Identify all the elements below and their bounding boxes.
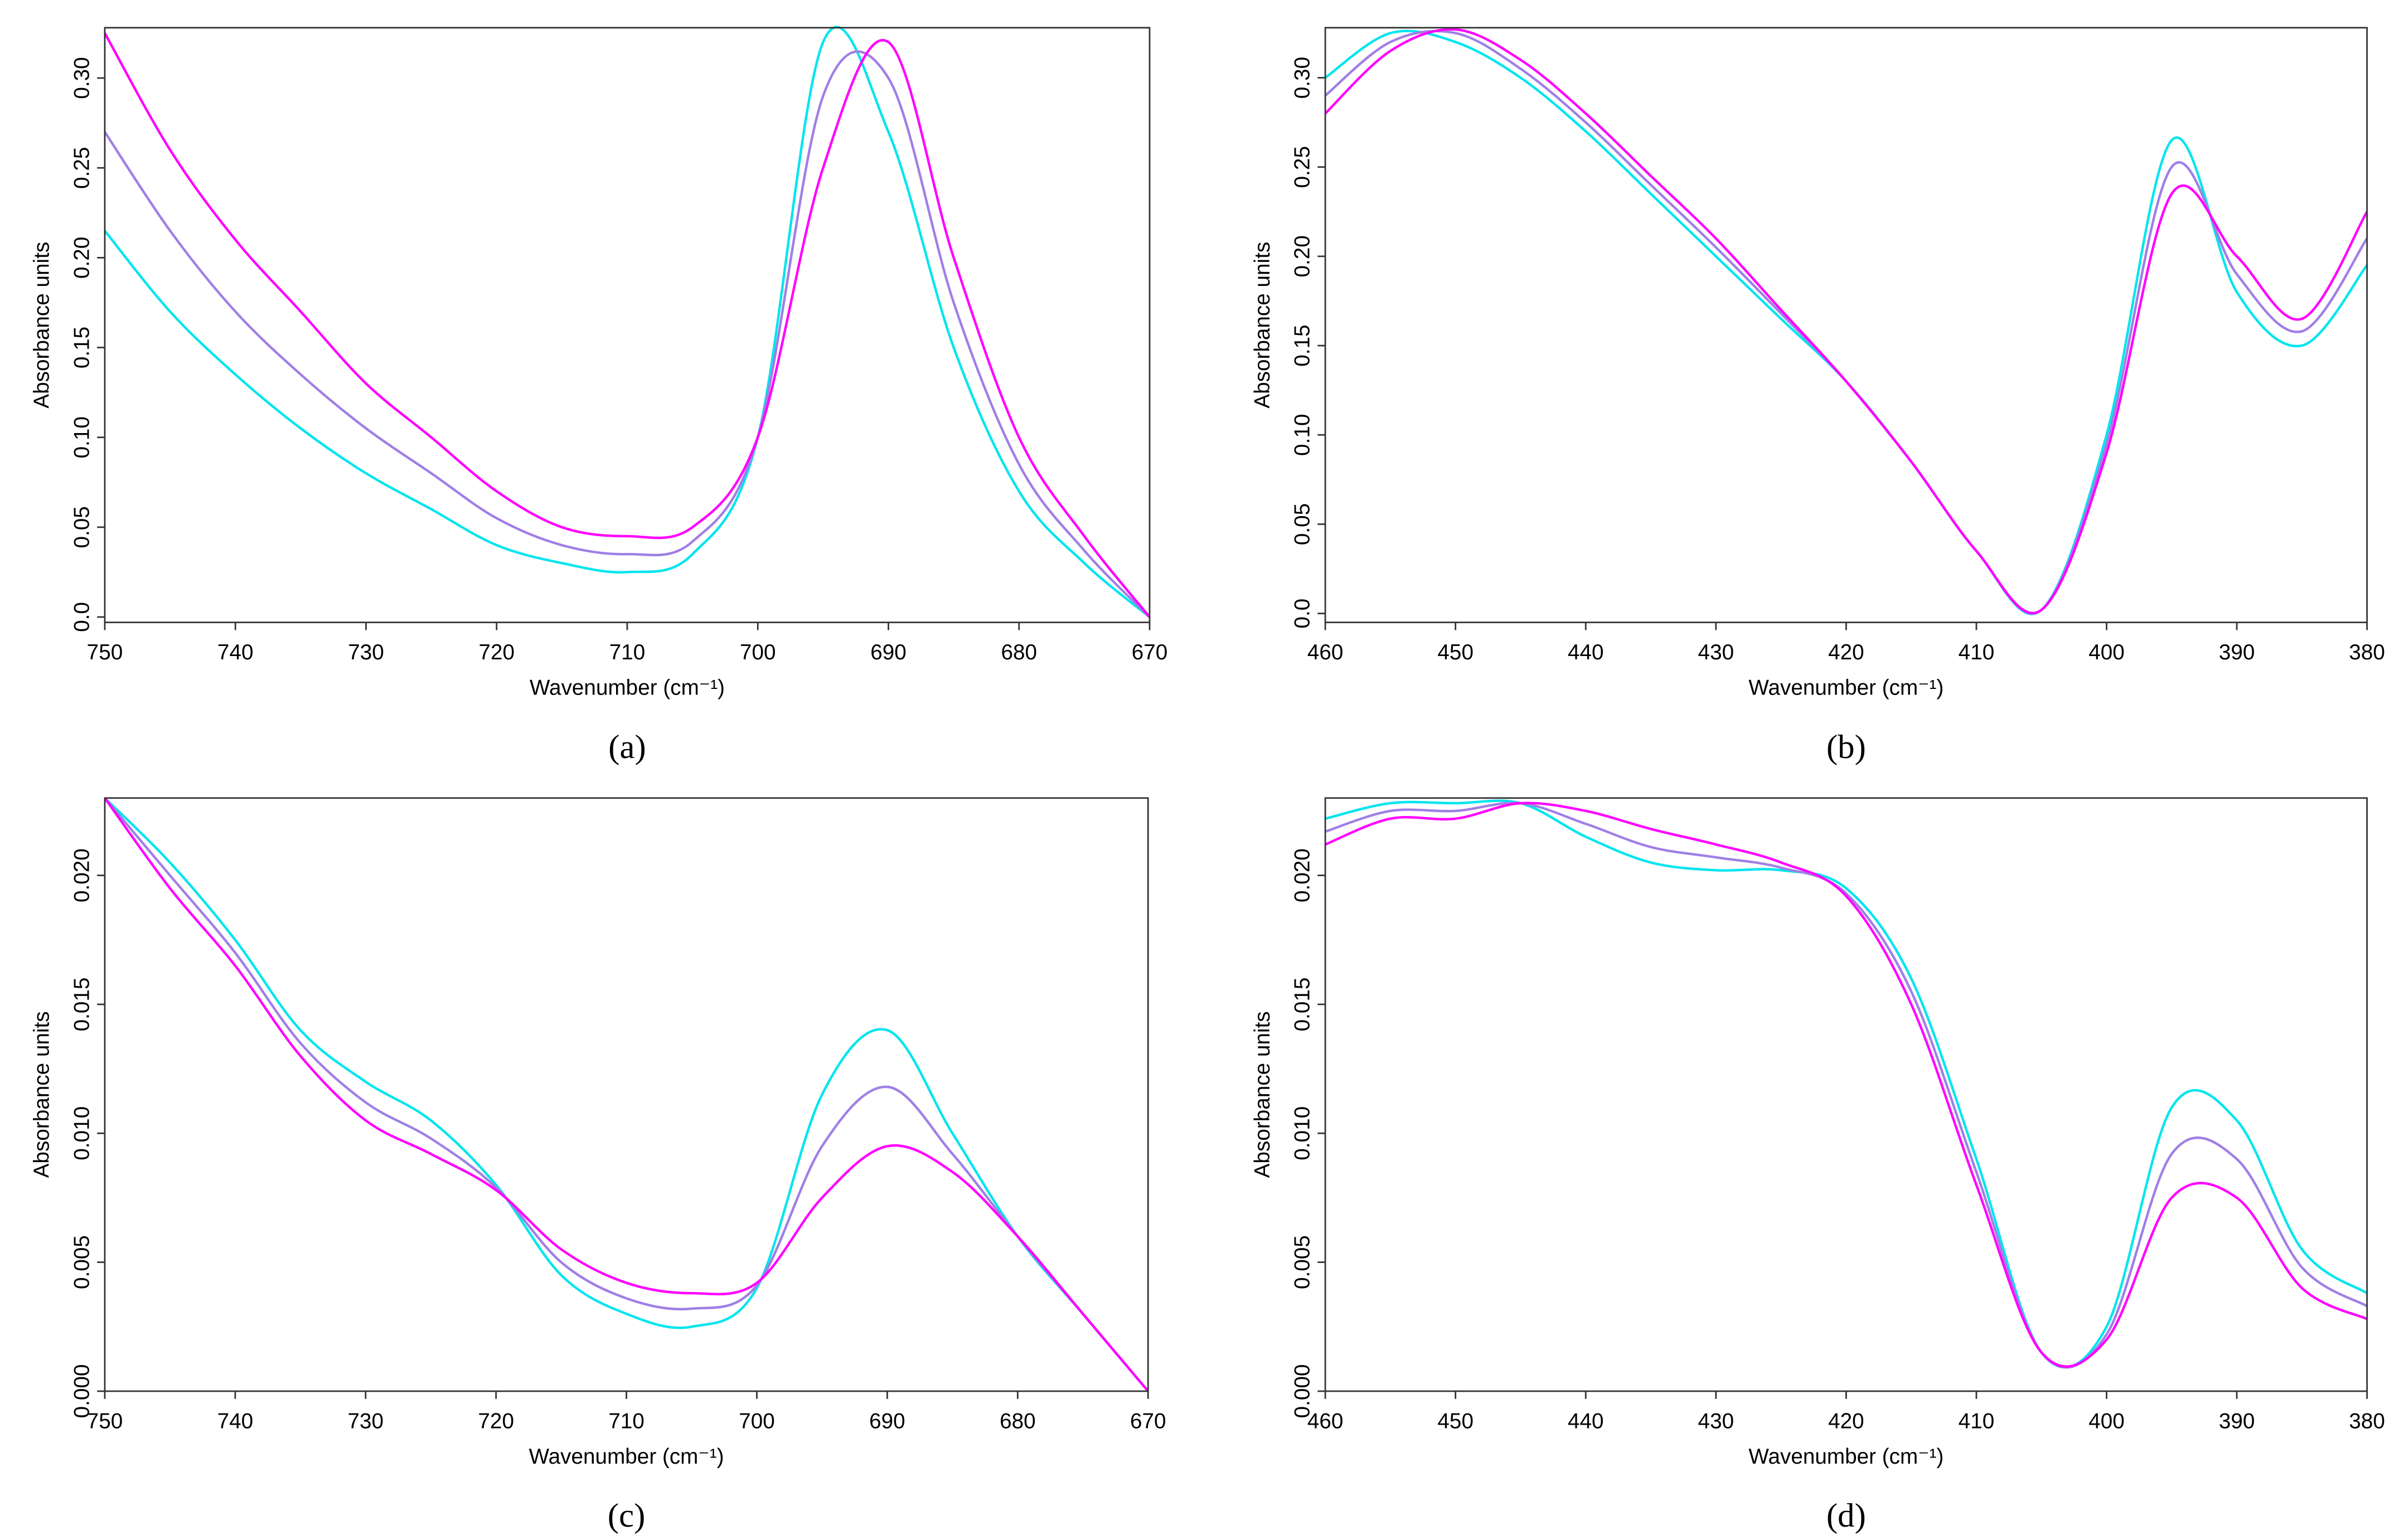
x-tick-label: 740 <box>217 640 254 664</box>
spectrum-line <box>1324 30 2368 615</box>
y-tick-label: 0.0 <box>1291 599 1315 629</box>
y-tick-label: 0.10 <box>70 416 94 458</box>
spectrum-line <box>1325 799 2368 1369</box>
spectrum-line <box>1324 30 2368 615</box>
x-axis-label: Wavenumber (cm⁻¹) <box>1748 1445 1943 1469</box>
x-axis-label: Wavenumber (cm⁻¹) <box>529 1445 724 1469</box>
x-tick-label: 400 <box>2088 640 2125 664</box>
y-tick-label: 0.05 <box>70 506 94 548</box>
x-tick-label: 440 <box>1568 640 1604 664</box>
x-tick-label: 690 <box>869 1409 905 1433</box>
x-tick-label: 680 <box>1000 1409 1036 1433</box>
y-tick-label: 0.015 <box>1291 978 1315 1032</box>
y-tick-label: 0.15 <box>70 327 94 368</box>
y-tick-label: 0.25 <box>1291 146 1315 188</box>
x-tick-label: 700 <box>739 1409 775 1433</box>
y-tick-label: 0.10 <box>1291 414 1315 456</box>
x-tick-label: 710 <box>608 1409 644 1433</box>
x-tick-label: 730 <box>348 640 384 664</box>
x-tick-label: 420 <box>1828 640 1864 664</box>
x-tick-label: 750 <box>87 1409 123 1433</box>
panel-label: (d) <box>1826 1497 1866 1534</box>
y-axis-label: Absorbance units <box>1251 1011 1274 1178</box>
panel-label: (c) <box>608 1497 645 1534</box>
y-tick-label: 0.020 <box>70 848 94 902</box>
spectrum-line <box>104 50 1151 618</box>
spectrum-line <box>104 797 1149 1392</box>
x-tick-label: 410 <box>1959 640 1995 664</box>
x-tick-label: 690 <box>870 640 907 664</box>
plot-frame <box>104 797 1149 1392</box>
spectrum-line <box>104 26 1151 618</box>
x-tick-label: 710 <box>609 640 646 664</box>
x-tick-label: 400 <box>2088 1409 2125 1433</box>
y-tick-label: 0.15 <box>1291 324 1315 366</box>
x-tick-label: 380 <box>2349 640 2385 664</box>
x-tick-label: 670 <box>1132 640 1168 664</box>
spectrum-line <box>104 32 1151 618</box>
x-tick-label: 460 <box>1307 640 1344 664</box>
y-tick-label: 0.30 <box>70 57 94 99</box>
y-tick-label: 0.0 <box>70 602 94 632</box>
panel-label: (a) <box>608 728 646 766</box>
plot-frame <box>1324 797 2368 1392</box>
y-tick-label: 0.005 <box>70 1235 94 1289</box>
plot-frame <box>1324 27 2368 624</box>
y-tick-label: 0.000 <box>70 1364 94 1418</box>
x-tick-label: 390 <box>2219 640 2255 664</box>
y-axis-label: Absorbance units <box>1251 242 1274 409</box>
x-tick-label: 450 <box>1437 640 1474 664</box>
y-tick-label: 0.005 <box>1291 1235 1315 1289</box>
y-tick-label: 0.30 <box>1291 57 1315 99</box>
y-tick-label: 0.20 <box>1291 235 1315 277</box>
y-tick-label: 0.015 <box>70 978 94 1032</box>
y-axis-label: Absorbance units <box>30 242 54 409</box>
x-axis-label: Wavenumber (cm⁻¹) <box>1748 676 1943 700</box>
y-tick-label: 0.010 <box>1291 1106 1315 1160</box>
x-tick-label: 460 <box>1307 1409 1344 1433</box>
spectrum-line <box>104 797 1149 1392</box>
plot-frame <box>104 27 1151 624</box>
x-tick-label: 720 <box>478 1409 514 1433</box>
x-tick-label: 730 <box>348 1409 384 1433</box>
x-tick-label: 440 <box>1568 1409 1604 1433</box>
x-tick-label: 410 <box>1959 1409 1995 1433</box>
panel-label: (b) <box>1826 728 1866 766</box>
y-tick-label: 0.25 <box>70 147 94 189</box>
x-tick-label: 430 <box>1698 1409 1734 1433</box>
y-tick-label: 0.000 <box>1291 1364 1315 1418</box>
spectrum-line <box>104 797 1149 1392</box>
x-tick-label: 380 <box>2349 1409 2385 1433</box>
y-tick-label: 0.05 <box>1291 503 1315 545</box>
x-tick-label: 430 <box>1698 640 1734 664</box>
x-tick-label: 750 <box>87 640 123 664</box>
x-tick-label: 720 <box>478 640 515 664</box>
x-tick-label: 700 <box>740 640 776 664</box>
x-axis-label: Wavenumber (cm⁻¹) <box>530 676 725 700</box>
y-tick-label: 0.010 <box>70 1106 94 1160</box>
y-tick-label: 0.020 <box>1291 848 1315 902</box>
x-tick-label: 740 <box>217 1409 254 1433</box>
x-tick-label: 420 <box>1828 1409 1864 1433</box>
y-tick-label: 0.20 <box>70 237 94 279</box>
x-tick-label: 450 <box>1437 1409 1474 1433</box>
spectrum-line <box>1324 28 2368 615</box>
spectrum-line <box>1325 801 2368 1368</box>
x-tick-label: 680 <box>1001 640 1037 664</box>
x-tick-label: 390 <box>2219 1409 2255 1433</box>
x-tick-label: 670 <box>1130 1409 1166 1433</box>
y-axis-label: Absorbance units <box>30 1011 54 1178</box>
